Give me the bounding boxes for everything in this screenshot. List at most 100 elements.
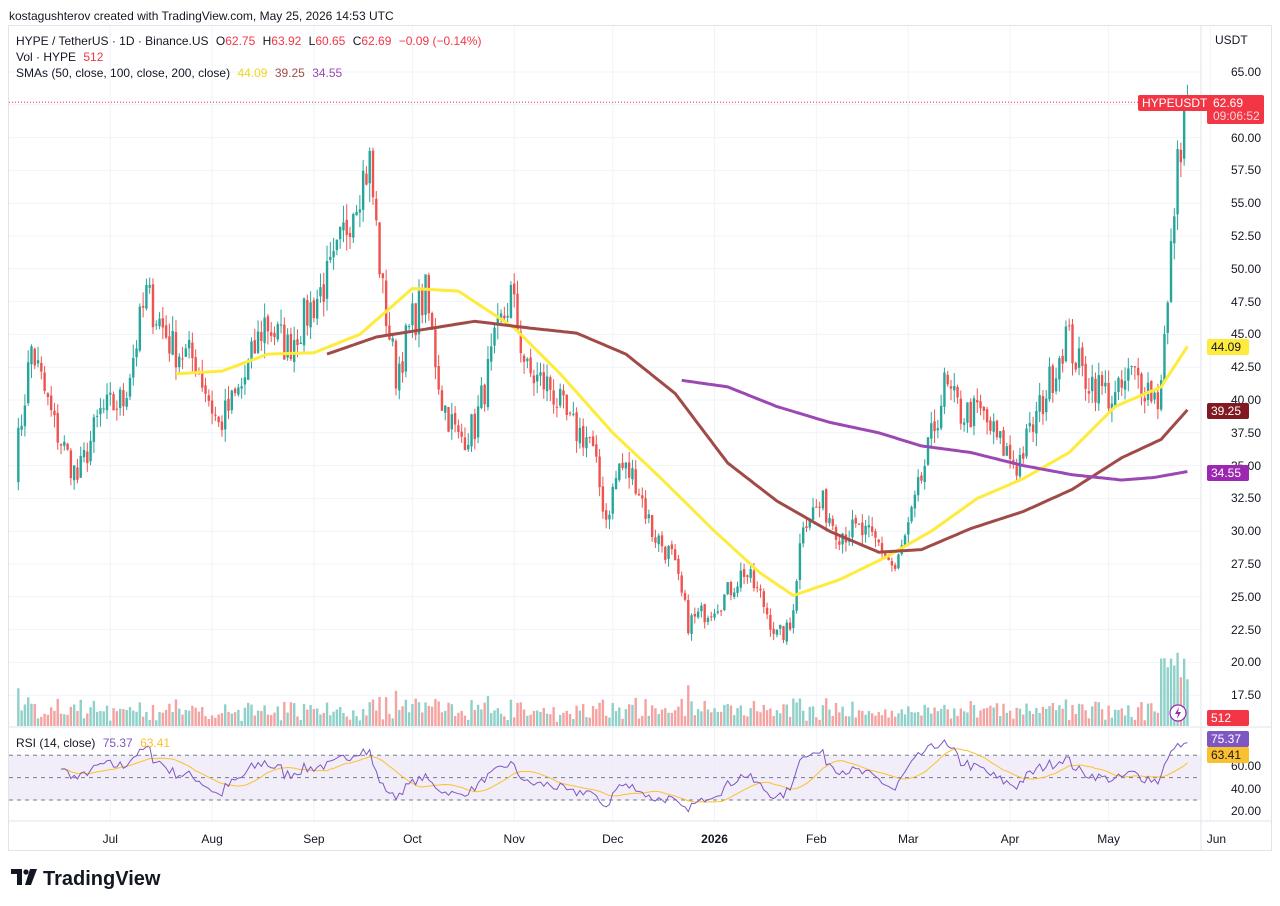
- candle-body[interactable]: [1107, 382, 1110, 409]
- candle-body[interactable]: [627, 462, 631, 478]
- candle-body[interactable]: [1156, 392, 1160, 410]
- candle-body[interactable]: [378, 222, 381, 275]
- candle-body[interactable]: [470, 414, 473, 447]
- candle-body[interactable]: [1182, 109, 1186, 159]
- candle-body[interactable]: [647, 514, 651, 519]
- candle-body[interactable]: [979, 401, 982, 409]
- candle-body[interactable]: [394, 340, 398, 389]
- candle-body[interactable]: [946, 374, 949, 385]
- candle-body[interactable]: [824, 489, 828, 523]
- candle-body[interactable]: [568, 412, 572, 414]
- candle-body[interactable]: [112, 394, 115, 411]
- candle-body[interactable]: [197, 373, 201, 375]
- candle-body[interactable]: [210, 400, 214, 414]
- candle-body[interactable]: [40, 362, 43, 372]
- candle-body[interactable]: [854, 517, 857, 524]
- candle-body[interactable]: [1058, 358, 1061, 380]
- candle-body[interactable]: [95, 415, 99, 417]
- candle-body[interactable]: [322, 284, 325, 302]
- candle-body[interactable]: [230, 390, 233, 411]
- candle-body[interactable]: [1113, 392, 1117, 407]
- candle-body[interactable]: [217, 416, 220, 423]
- candle-body[interactable]: [621, 462, 624, 469]
- candle-body[interactable]: [76, 467, 79, 480]
- candle-body[interactable]: [1169, 241, 1173, 302]
- candle-body[interactable]: [276, 324, 279, 340]
- candle-body[interactable]: [345, 219, 348, 235]
- candle-body[interactable]: [220, 421, 224, 431]
- candle-body[interactable]: [966, 402, 969, 423]
- candle-body[interactable]: [214, 414, 217, 416]
- candle-body[interactable]: [493, 327, 496, 346]
- candle-body[interactable]: [421, 289, 424, 316]
- candle-body[interactable]: [184, 348, 188, 357]
- candle-body[interactable]: [1110, 403, 1114, 411]
- candle-body[interactable]: [352, 214, 355, 238]
- candle-body[interactable]: [1117, 377, 1120, 393]
- candle-body[interactable]: [92, 417, 96, 442]
- candle-body[interactable]: [273, 332, 276, 338]
- candle-body[interactable]: [201, 372, 204, 388]
- candle-body[interactable]: [703, 604, 706, 623]
- candle-body[interactable]: [292, 340, 296, 362]
- candle-body[interactable]: [956, 386, 959, 398]
- candle-body[interactable]: [831, 518, 834, 526]
- candle-body[interactable]: [719, 610, 723, 612]
- candle-body[interactable]: [1120, 379, 1123, 388]
- candle-body[interactable]: [545, 376, 549, 392]
- candle-body[interactable]: [913, 494, 917, 509]
- candle-body[interactable]: [141, 305, 145, 308]
- candle-body[interactable]: [542, 372, 545, 390]
- candle-body[interactable]: [588, 437, 591, 439]
- candle-body[interactable]: [132, 357, 135, 378]
- candle-body[interactable]: [1041, 396, 1045, 415]
- candle-body[interactable]: [66, 443, 69, 450]
- candle-body[interactable]: [43, 372, 46, 391]
- candle-body[interactable]: [673, 549, 677, 561]
- candle-body[interactable]: [591, 436, 595, 447]
- candle-body[interactable]: [325, 261, 329, 299]
- candle-body[interactable]: [601, 486, 605, 512]
- candle-body[interactable]: [53, 410, 56, 416]
- candle-body[interactable]: [233, 388, 237, 394]
- candle-body[interactable]: [969, 401, 972, 428]
- candle-body[interactable]: [155, 324, 158, 326]
- candle-body[interactable]: [46, 393, 50, 398]
- candle-body[interactable]: [361, 170, 365, 210]
- candle-body[interactable]: [762, 591, 765, 607]
- candle-body[interactable]: [565, 394, 568, 415]
- candle-body[interactable]: [959, 398, 963, 424]
- candle-body[interactable]: [1097, 375, 1100, 404]
- candle-body[interactable]: [191, 342, 194, 359]
- candle-body[interactable]: [749, 569, 752, 578]
- candle-body[interactable]: [1051, 365, 1054, 393]
- sma-label[interactable]: SMAs (50, close, 100, close, 200, close): [16, 66, 231, 80]
- candle-body[interactable]: [463, 437, 467, 451]
- candle-body[interactable]: [1008, 444, 1012, 460]
- candle-body[interactable]: [772, 628, 775, 634]
- candle-body[interactable]: [838, 541, 841, 545]
- candle-body[interactable]: [371, 150, 375, 198]
- candle-body[interactable]: [926, 437, 930, 465]
- candle-body[interactable]: [1133, 366, 1137, 368]
- candle-body[interactable]: [690, 615, 693, 634]
- candle-body[interactable]: [99, 407, 102, 415]
- candle-body[interactable]: [36, 360, 40, 364]
- candle-body[interactable]: [641, 495, 644, 499]
- candle-body[interactable]: [578, 427, 582, 444]
- rsi-label[interactable]: RSI (14, close): [16, 736, 96, 750]
- candle-body[interactable]: [148, 285, 151, 288]
- candle-body[interactable]: [693, 613, 697, 617]
- candle-body[interactable]: [266, 316, 270, 332]
- candle-body[interactable]: [33, 348, 36, 366]
- candle-body[interactable]: [1130, 365, 1133, 367]
- candle-body[interactable]: [289, 333, 293, 360]
- candle-body[interactable]: [710, 616, 713, 618]
- volume-label[interactable]: Vol · HYPE: [16, 50, 77, 64]
- candle-body[interactable]: [706, 617, 710, 622]
- candle-body[interactable]: [440, 390, 444, 411]
- candle-body[interactable]: [1104, 382, 1107, 387]
- candle-body[interactable]: [434, 329, 437, 368]
- candle-body[interactable]: [444, 405, 447, 413]
- candle-body[interactable]: [1084, 363, 1087, 389]
